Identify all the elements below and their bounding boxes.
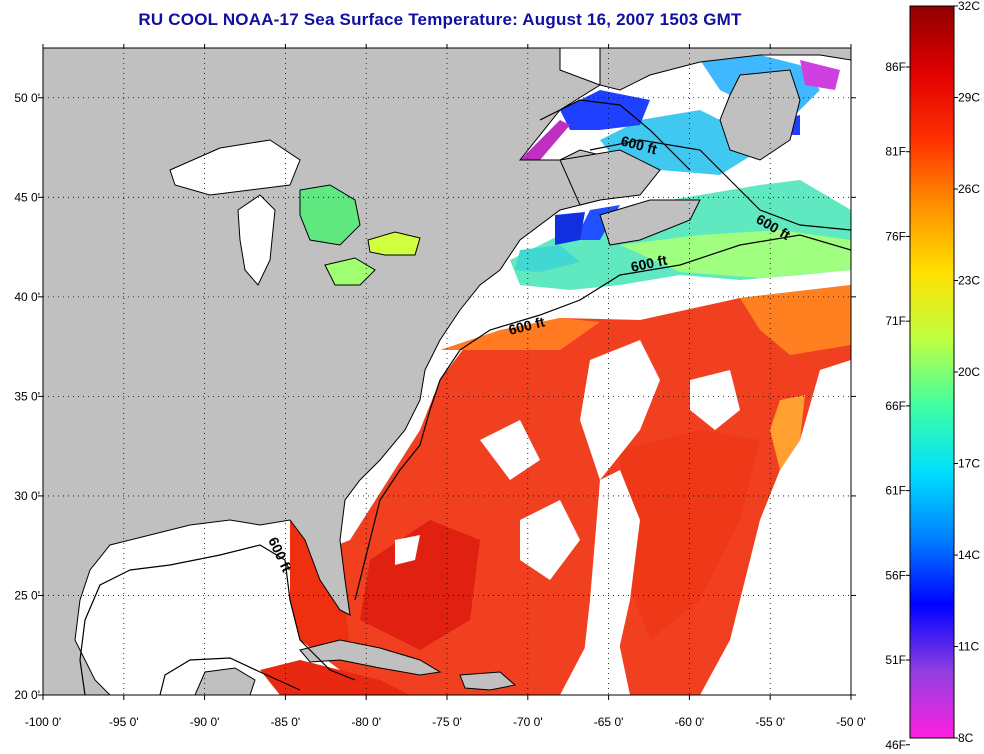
- lon-tick-label: -70 0': [513, 715, 543, 729]
- sst-warm-region: [290, 285, 851, 695]
- lon-tick-label: -80 0': [351, 715, 381, 729]
- lat-tick-label: 25 0': [14, 588, 40, 602]
- colorbar-celsius-label: 26C: [958, 182, 980, 196]
- colorbar-fahrenheit-label: 66F: [885, 399, 906, 413]
- lat-tick-label: 40 0': [14, 290, 40, 304]
- lat-tick-label: 50 0': [14, 91, 40, 105]
- colorbar-fahrenheit-label: 71F: [885, 314, 906, 328]
- lon-tick-label: -95 0': [109, 715, 139, 729]
- land: [43, 48, 851, 695]
- lon-tick-label: -90 0': [190, 715, 220, 729]
- latitude-labels: 20 0' 25 0' 30 0' 35 0' 40 0' 45 0' 50 0': [14, 91, 40, 702]
- colorbar-celsius-label: 8C: [958, 731, 974, 745]
- colorbar-scale: [909, 5, 955, 739]
- colorbar-celsius-label: 11C: [958, 640, 979, 654]
- lon-tick-label: -60 0': [675, 715, 705, 729]
- colorbar-celsius-label: 17C: [958, 457, 980, 471]
- colorbar-celsius-label: 29C: [958, 91, 980, 105]
- contour-label-600ft-3: 600 ft: [629, 252, 668, 275]
- colorbar-celsius-labels: 32C 29C 26C 23C 20C 17C 14C 11C 8C: [954, 0, 980, 745]
- lat-tick-label: 30 0': [14, 489, 40, 503]
- lon-tick-label: -55 0': [755, 715, 785, 729]
- lon-tick-label: -65 0': [594, 715, 624, 729]
- colorbar-fahrenheit-label: 86F: [885, 60, 906, 74]
- lon-tick-label: -50 0': [836, 715, 866, 729]
- colorbar-celsius-label: 23C: [958, 274, 980, 288]
- lon-tick-label: -85 0': [271, 715, 301, 729]
- isobath-contours: [79, 99, 851, 695]
- plot-frame: [42, 47, 852, 696]
- colorbar-fahrenheit-label: 56F: [885, 568, 906, 582]
- colorbar-fahrenheit-label: 81F: [885, 145, 906, 159]
- colorbar-celsius-label: 32C: [958, 0, 980, 13]
- map-title: RU COOL NOAA-17 Sea Surface Temperature:…: [138, 10, 742, 29]
- colorbar-fahrenheit-label: 51F: [885, 653, 906, 667]
- lat-tick-label: 45 0': [14, 190, 40, 204]
- lat-tick-label: 20 0': [14, 688, 40, 702]
- colorbar-fahrenheit-label: 61F: [885, 484, 906, 498]
- colorbar-fahrenheit-label: 46F: [885, 738, 906, 752]
- longitude-labels: -100 0' -95 0' -90 0' -85 0' -80 0' -75 0' -70…: [25, 715, 866, 729]
- colorbar-celsius-label: 20C: [958, 365, 980, 379]
- graticule: [38, 44, 856, 700]
- lon-tick-label: -100 0': [25, 715, 61, 729]
- lon-tick-label: -75 0': [432, 715, 462, 729]
- sst-gulf-region: [260, 520, 410, 695]
- colorbar-fahrenheit-label: 76F: [885, 229, 906, 243]
- colorbar-celsius-label: 14C: [958, 548, 980, 562]
- sst-cool-region: [510, 55, 851, 290]
- colorbar-fahrenheit-labels: 86F 81F 76F 71F 66F 61F 56F 51F 46F: [885, 60, 910, 752]
- lat-tick-label: 35 0': [14, 389, 40, 403]
